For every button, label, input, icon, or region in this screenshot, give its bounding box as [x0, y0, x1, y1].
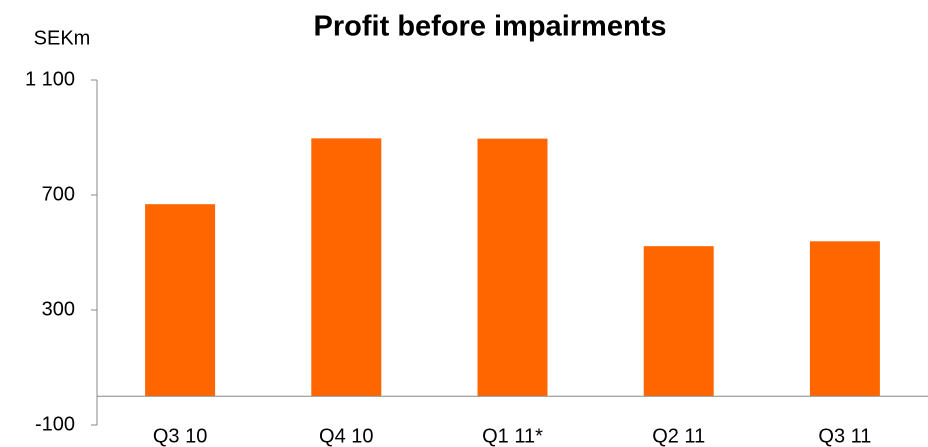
y-tick-label: -100 — [35, 413, 75, 435]
y-tick-label: 700 — [42, 183, 75, 205]
bar — [145, 204, 216, 397]
y-axis-label: SEKm — [34, 27, 91, 49]
chart-title: Profit before impairments — [314, 11, 667, 43]
bar — [477, 138, 548, 397]
bar — [809, 241, 880, 397]
x-tick-label: Q1 11* — [482, 425, 543, 447]
bar — [311, 138, 382, 397]
y-tick-label: 1 100 — [25, 68, 75, 90]
bar — [643, 246, 714, 397]
y-tick-label: 300 — [42, 298, 75, 320]
x-tick-label: Q3 11 — [818, 425, 871, 447]
x-tick-label: Q4 10 — [319, 425, 373, 447]
x-tick-label: Q3 10 — [153, 425, 207, 447]
x-tick-label: Q2 11 — [652, 425, 705, 447]
